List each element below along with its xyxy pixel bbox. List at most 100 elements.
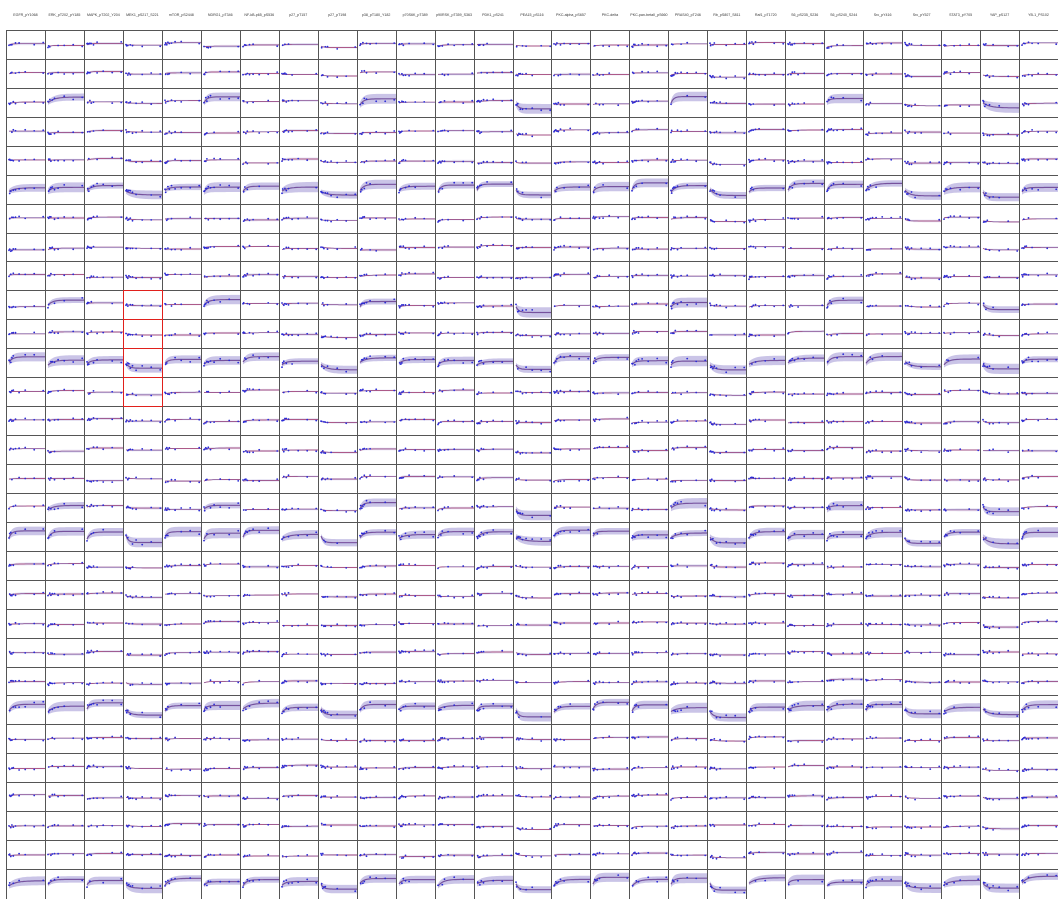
data-point bbox=[400, 188, 402, 190]
data-point bbox=[609, 214, 611, 216]
data-point bbox=[324, 452, 326, 454]
subplot-panel bbox=[45, 233, 85, 263]
data-point bbox=[549, 277, 551, 279]
subplot-panel bbox=[84, 146, 124, 176]
data-point bbox=[453, 420, 455, 422]
data-point bbox=[1022, 392, 1024, 394]
data-point bbox=[909, 105, 911, 107]
data-point bbox=[471, 476, 473, 478]
subplot-panel bbox=[201, 261, 241, 291]
subplot-panel bbox=[707, 406, 747, 436]
data-point bbox=[165, 73, 167, 75]
data-point bbox=[712, 75, 714, 77]
subplot-svg bbox=[163, 291, 202, 320]
data-point bbox=[633, 330, 635, 332]
data-point bbox=[687, 358, 689, 360]
data-point bbox=[47, 73, 49, 75]
data-point bbox=[398, 189, 400, 191]
subplot-panel bbox=[980, 88, 1020, 118]
data-point bbox=[881, 355, 883, 357]
data-point bbox=[525, 480, 527, 482]
subplot-panel bbox=[668, 290, 708, 320]
subplot-svg bbox=[669, 320, 708, 349]
data-point bbox=[983, 479, 985, 481]
data-point bbox=[96, 41, 98, 43]
data-point bbox=[870, 475, 872, 477]
data-point bbox=[15, 248, 17, 250]
subplot-svg bbox=[319, 407, 358, 436]
subplot-svg bbox=[591, 349, 630, 378]
subplot-panel bbox=[6, 290, 46, 320]
subplot-panel bbox=[45, 406, 85, 436]
data-point bbox=[486, 72, 488, 74]
subplot-panel bbox=[240, 435, 280, 465]
data-point bbox=[948, 277, 950, 279]
data-point bbox=[749, 450, 751, 452]
data-point bbox=[627, 477, 629, 479]
subplot-svg bbox=[1020, 407, 1058, 436]
data-point bbox=[634, 218, 636, 220]
data-point bbox=[10, 102, 12, 104]
data-point bbox=[681, 246, 683, 248]
data-point bbox=[167, 160, 169, 162]
data-point bbox=[93, 101, 95, 103]
data-point bbox=[597, 275, 599, 277]
subplot-panel bbox=[668, 435, 708, 465]
subplot-panel bbox=[785, 464, 825, 494]
data-point bbox=[881, 451, 883, 453]
data-point bbox=[783, 393, 785, 395]
subplot-svg bbox=[591, 89, 630, 118]
data-point bbox=[320, 159, 322, 161]
subplot-svg bbox=[397, 176, 436, 205]
subplot-svg bbox=[786, 349, 825, 378]
data-point bbox=[804, 102, 806, 104]
subplot-panel bbox=[396, 406, 436, 436]
data-point bbox=[531, 369, 533, 371]
data-point bbox=[558, 332, 560, 334]
data-point bbox=[657, 70, 659, 72]
subplot-svg bbox=[475, 31, 514, 60]
subplot-svg bbox=[630, 320, 669, 349]
data-point bbox=[753, 419, 755, 421]
data-point bbox=[909, 478, 911, 480]
uncertainty-band bbox=[554, 353, 590, 367]
subplot-svg bbox=[124, 205, 163, 234]
subplot-panel bbox=[45, 464, 85, 494]
subplot-svg bbox=[981, 349, 1020, 378]
data-point bbox=[93, 245, 95, 247]
data-point bbox=[198, 419, 200, 421]
data-point bbox=[12, 101, 14, 103]
data-point bbox=[33, 449, 35, 451]
data-point bbox=[720, 164, 722, 166]
data-point bbox=[24, 307, 26, 309]
data-point bbox=[127, 74, 129, 76]
data-point bbox=[129, 304, 131, 306]
data-point bbox=[207, 302, 209, 304]
data-point bbox=[673, 275, 675, 277]
data-point bbox=[905, 450, 907, 452]
subplot-svg bbox=[942, 176, 981, 205]
subplot-panel bbox=[396, 117, 436, 147]
subplot-svg bbox=[981, 89, 1020, 118]
data-point bbox=[868, 422, 870, 424]
data-point bbox=[1031, 246, 1033, 248]
data-point bbox=[720, 274, 722, 276]
subplot-panel bbox=[240, 348, 280, 378]
data-point bbox=[914, 278, 916, 280]
subplot-svg bbox=[630, 349, 669, 378]
data-point bbox=[1024, 75, 1026, 77]
subplot-svg bbox=[514, 234, 553, 263]
data-point bbox=[675, 481, 677, 483]
subplot-svg bbox=[358, 31, 397, 60]
data-point bbox=[443, 100, 445, 102]
data-point bbox=[404, 159, 406, 161]
data-point bbox=[790, 360, 792, 362]
data-point bbox=[540, 336, 542, 338]
data-point bbox=[492, 71, 494, 73]
data-point bbox=[324, 421, 326, 423]
data-point bbox=[365, 72, 367, 74]
data-point bbox=[627, 247, 629, 249]
data-point bbox=[681, 158, 683, 160]
data-point bbox=[531, 452, 533, 454]
data-point bbox=[375, 72, 377, 74]
